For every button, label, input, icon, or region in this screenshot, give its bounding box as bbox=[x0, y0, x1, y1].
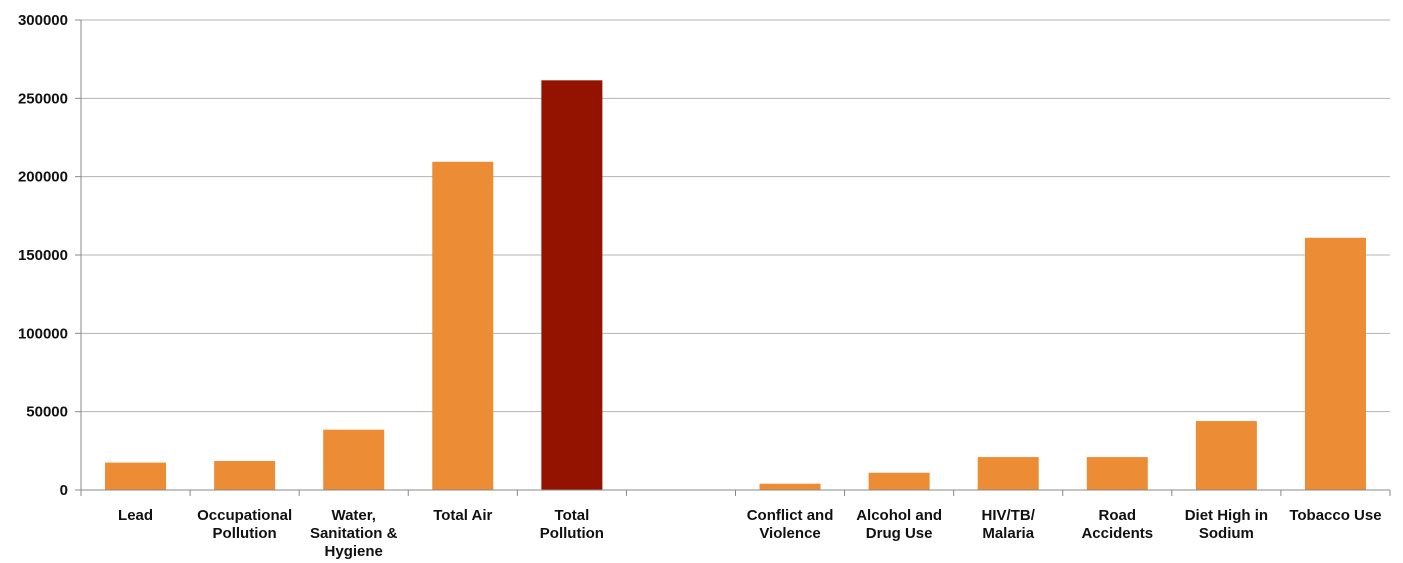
bar bbox=[977, 457, 1039, 490]
gridlines bbox=[81, 19, 1390, 413]
y-tick-label: 50000 bbox=[26, 404, 68, 421]
y-tick-label: 300000 bbox=[18, 12, 68, 29]
bar bbox=[541, 80, 603, 491]
x-tick-label: Conflict and Violence bbox=[747, 507, 834, 542]
x-tick-label: Tobacco Use bbox=[1289, 507, 1381, 524]
x-tick-label: Lead bbox=[118, 507, 153, 524]
bar bbox=[214, 461, 276, 490]
x-tick-label: HIV/TB/Malaria bbox=[982, 507, 1036, 542]
bar bbox=[868, 472, 930, 490]
bar bbox=[1195, 421, 1257, 490]
bar bbox=[432, 161, 494, 491]
y-tick-label: 100000 bbox=[18, 325, 68, 342]
x-tick-label: Diet High in Sodium bbox=[1185, 507, 1268, 542]
x-tick-label: Total Pollution bbox=[540, 507, 604, 542]
x-tick-label: Alcohol and Drug Use bbox=[856, 507, 942, 542]
y-axis-ticks: 0 50000 100000 150000 200000 250000 300000 bbox=[18, 12, 81, 499]
y-tick-label: 150000 bbox=[18, 247, 68, 264]
bar bbox=[759, 483, 821, 490]
x-tick-label: Water, Sanitation & Hygiene bbox=[310, 507, 398, 560]
x-axis-labels: Lead Occupational Pollution Water, Sanitatio… bbox=[118, 507, 1382, 560]
bar bbox=[105, 462, 167, 490]
x-tick-label: Road Accidents bbox=[1081, 507, 1153, 542]
bar bbox=[323, 429, 385, 490]
y-tick-label: 200000 bbox=[18, 169, 68, 186]
bar bbox=[1086, 457, 1148, 490]
y-tick-label: 0 bbox=[60, 482, 68, 499]
x-tick-label: Occupational Pollution bbox=[197, 507, 292, 542]
bars bbox=[105, 80, 1366, 491]
bar bbox=[1304, 237, 1366, 490]
x-axis bbox=[80, 20, 1391, 496]
y-tick-label: 250000 bbox=[18, 90, 68, 107]
x-tick-label: Total Air bbox=[433, 507, 492, 524]
